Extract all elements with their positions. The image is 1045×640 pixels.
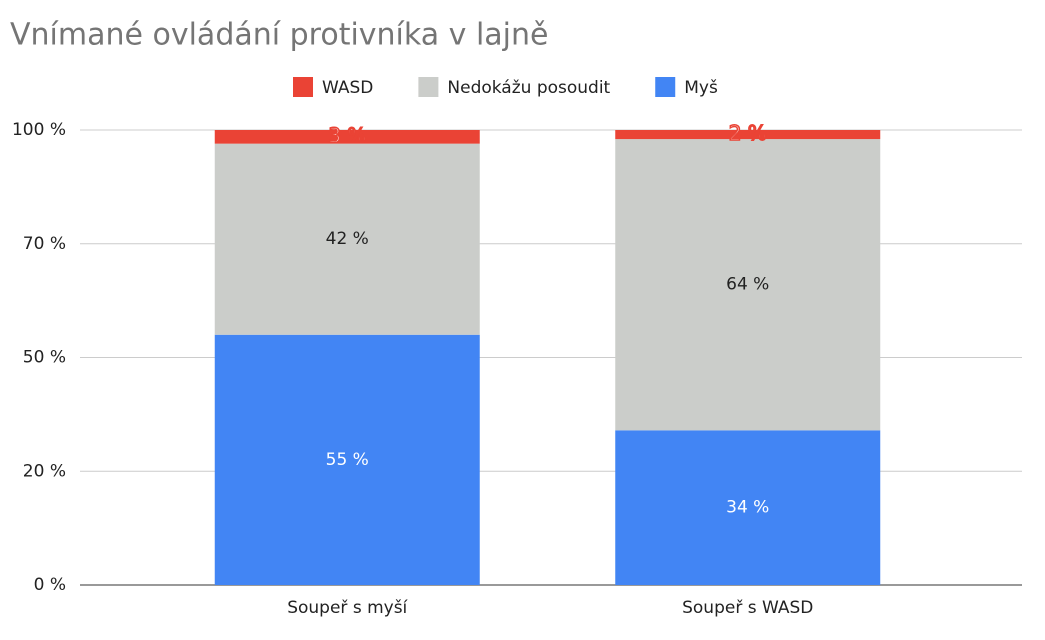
data-label: 34 % bbox=[726, 498, 769, 518]
data-label: 2 % bbox=[729, 121, 767, 145]
y-tick-label: 70 % bbox=[23, 234, 66, 254]
bar-segment bbox=[615, 130, 881, 140]
legend-label: Myš bbox=[684, 78, 718, 98]
x-tick-label: Soupeř s WASD bbox=[682, 598, 813, 618]
legend-label: Nedokážu posoudit bbox=[447, 78, 610, 98]
bar-segment bbox=[615, 139, 881, 431]
chart-title: Vnímané ovládání protivníka v lajně bbox=[10, 18, 548, 53]
legend-swatch bbox=[655, 77, 676, 97]
bar-segment bbox=[214, 130, 480, 144]
data-label: 42 % bbox=[326, 229, 369, 249]
legend-label: WASD bbox=[322, 78, 373, 98]
data-label: 64 % bbox=[726, 275, 769, 295]
y-tick-label: 20 % bbox=[23, 461, 66, 481]
bar-segment bbox=[615, 430, 881, 585]
bar-segment bbox=[214, 334, 480, 585]
legend-swatch bbox=[418, 77, 439, 97]
x-tick-label: Soupeř s myší bbox=[287, 598, 408, 618]
y-tick-label: 0 % bbox=[34, 575, 66, 595]
y-tick-label: 100 % bbox=[12, 120, 66, 140]
legend-swatch bbox=[293, 77, 313, 97]
bar-segment bbox=[214, 143, 480, 335]
data-label: 55 % bbox=[326, 450, 369, 470]
y-tick-label: 50 % bbox=[23, 348, 66, 368]
data-label: 3 % bbox=[328, 123, 366, 147]
